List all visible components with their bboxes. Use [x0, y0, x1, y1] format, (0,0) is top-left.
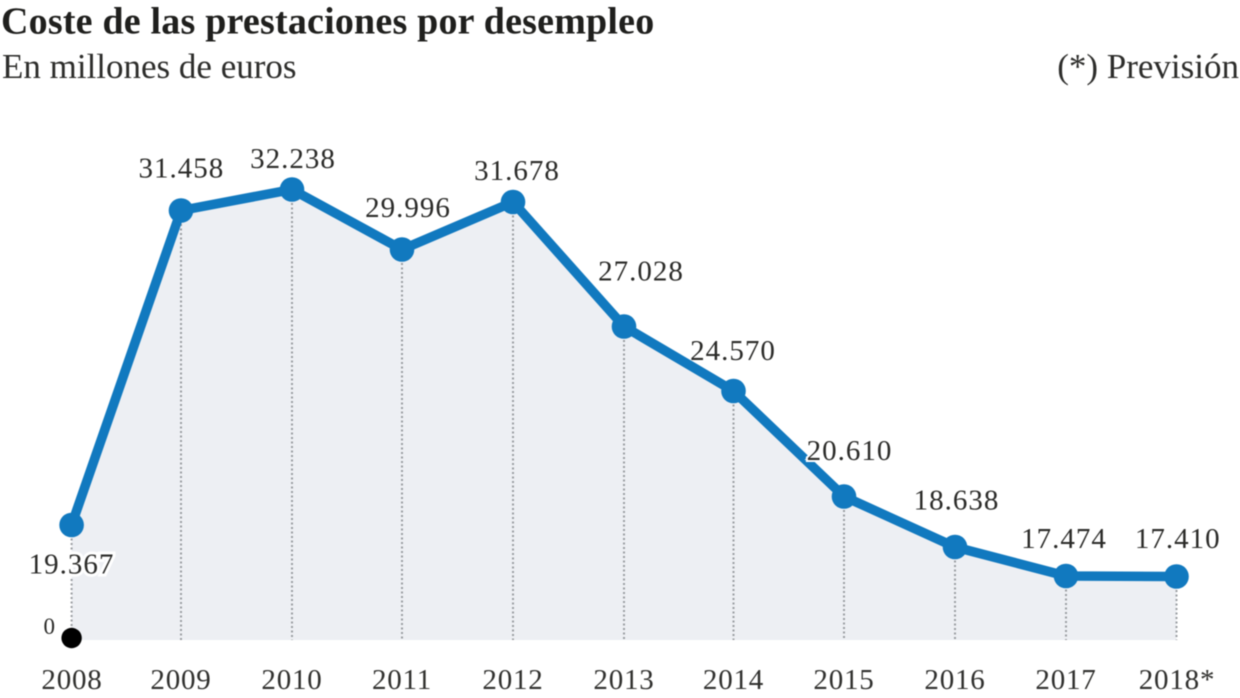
- svg-text:Coste de las prestaciones por: Coste de las prestaciones por desempleo: [1, 1, 654, 43]
- svg-text:2016: 2016: [924, 664, 985, 696]
- svg-text:31.458: 31.458: [139, 153, 225, 185]
- svg-text:2010: 2010: [261, 664, 322, 696]
- svg-text:20.610: 20.610: [807, 435, 893, 467]
- svg-text:2014: 2014: [703, 664, 764, 696]
- svg-text:19.367: 19.367: [29, 549, 115, 581]
- svg-text:2013: 2013: [593, 664, 654, 696]
- svg-text:0: 0: [44, 614, 56, 639]
- svg-text:2015: 2015: [813, 664, 874, 696]
- svg-text:27.028: 27.028: [598, 256, 684, 288]
- svg-text:2011: 2011: [372, 664, 432, 696]
- svg-text:(*) Previsión: (*) Previsión: [1057, 47, 1239, 86]
- svg-text:En millones de euros: En millones de euros: [2, 47, 297, 86]
- svg-text:17.410: 17.410: [1135, 523, 1221, 555]
- svg-text:2008: 2008: [41, 664, 102, 696]
- svg-text:24.570: 24.570: [690, 335, 776, 367]
- svg-text:2009: 2009: [150, 664, 211, 696]
- svg-text:31.678: 31.678: [474, 155, 560, 187]
- svg-text:2017: 2017: [1035, 664, 1096, 696]
- svg-text:29.996: 29.996: [365, 192, 451, 224]
- svg-text:2018*: 2018*: [1139, 664, 1216, 696]
- svg-text:2012: 2012: [482, 664, 543, 696]
- svg-text:32.238: 32.238: [250, 143, 336, 175]
- svg-text:17.474: 17.474: [1021, 523, 1107, 555]
- svg-text:18.638: 18.638: [914, 485, 1000, 517]
